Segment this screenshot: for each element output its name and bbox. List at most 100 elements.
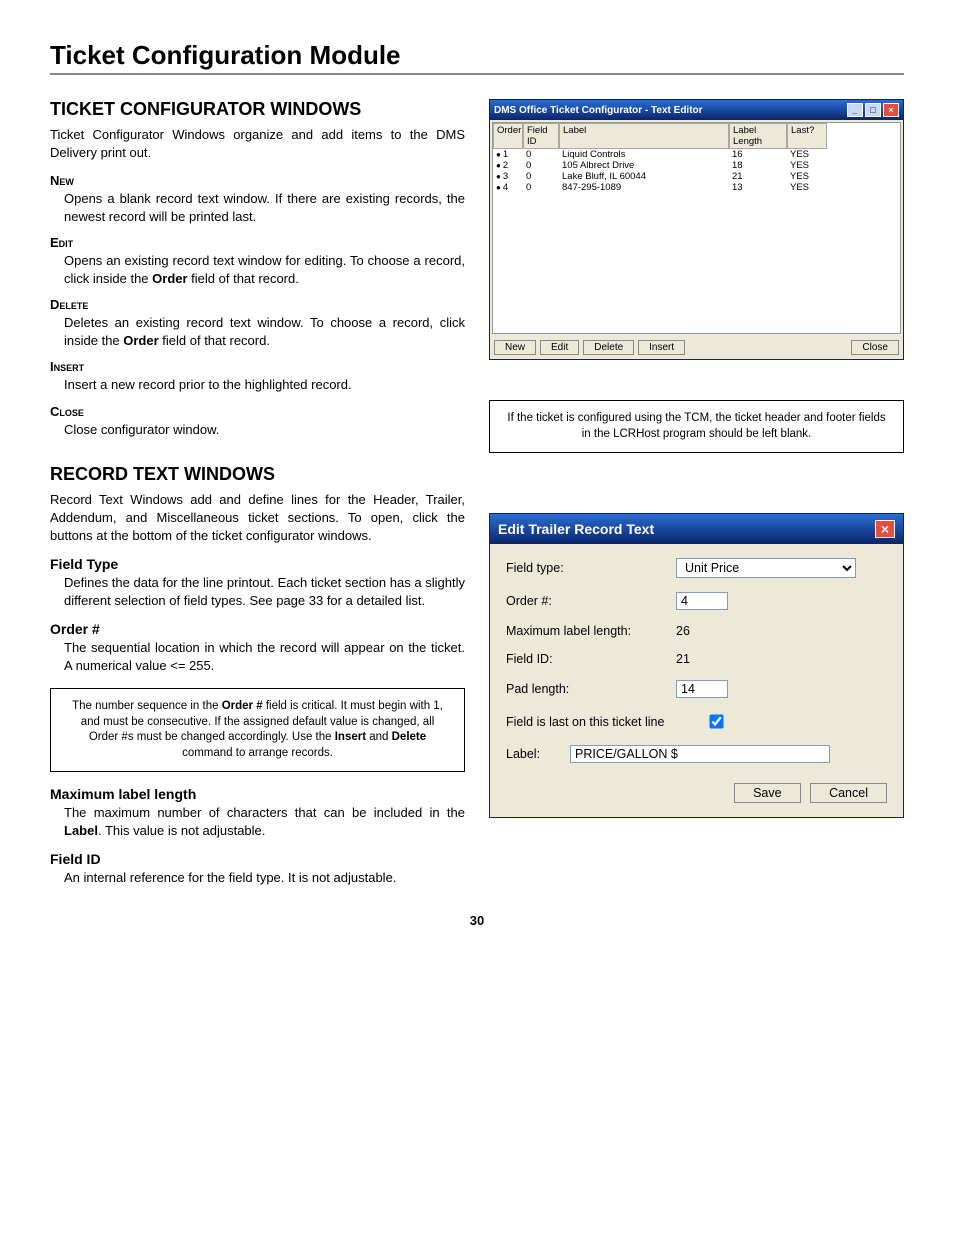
term-delete-bold: Order bbox=[123, 333, 158, 348]
left-column: TICKET CONFIGURATOR WINDOWS Ticket Confi… bbox=[50, 99, 465, 895]
term-close-body: Close configurator window. bbox=[64, 421, 465, 439]
configurator-titlebar: DMS Office Ticket Configurator - Text Ed… bbox=[490, 100, 903, 120]
table-row[interactable]: 4 0 847-295-1089 13 YES bbox=[493, 182, 900, 193]
cell-fid: 0 bbox=[523, 171, 559, 182]
term-insert-body: Insert a new record prior to the highlig… bbox=[64, 376, 465, 394]
cell-fid: 0 bbox=[523, 160, 559, 171]
term-insert-label: Insert bbox=[50, 359, 465, 374]
padlen-input[interactable] bbox=[676, 680, 728, 698]
term-delete-body: Deletes an existing record text window. … bbox=[64, 314, 465, 349]
cell-fid: 0 bbox=[523, 182, 559, 193]
order-label: Order # bbox=[50, 621, 465, 637]
term-edit-post: field of that record. bbox=[188, 271, 299, 286]
col-fieldid[interactable]: Field ID bbox=[523, 123, 559, 149]
col-length[interactable]: Label Length bbox=[729, 123, 787, 149]
label-label: Label: bbox=[506, 747, 570, 761]
delete-button[interactable]: Delete bbox=[583, 340, 634, 355]
maxlabel-bold: Label bbox=[64, 823, 98, 838]
cell-last: YES bbox=[787, 160, 827, 171]
cell-len: 21 bbox=[729, 171, 787, 182]
new-button[interactable]: New bbox=[494, 340, 536, 355]
close-button[interactable]: Close bbox=[851, 340, 899, 355]
cell-order: 2 bbox=[493, 160, 523, 171]
cell-last: YES bbox=[787, 171, 827, 182]
term-edit-label: Edit bbox=[50, 235, 465, 250]
lastline-checkbox[interactable] bbox=[709, 714, 723, 728]
label-input[interactable] bbox=[570, 745, 830, 763]
cell-len: 16 bbox=[729, 149, 787, 160]
cell-len: 13 bbox=[729, 182, 787, 193]
close-icon[interactable]: × bbox=[875, 520, 895, 538]
cell-last: YES bbox=[787, 149, 827, 160]
cell-order: 1 bbox=[493, 149, 523, 160]
insert-button[interactable]: Insert bbox=[638, 340, 685, 355]
fid-value: 21 bbox=[676, 652, 887, 666]
ordernum-input[interactable] bbox=[676, 592, 728, 610]
fieldtype-select[interactable]: Unit Price bbox=[676, 558, 856, 578]
maxlabel-pre: The maximum number of characters that ca… bbox=[64, 805, 465, 820]
field-type-body: Defines the data for the line printout. … bbox=[64, 574, 465, 609]
table-row[interactable]: 1 0 Liquid Controls 16 YES bbox=[493, 149, 900, 160]
order-note-post: command to arrange records. bbox=[182, 747, 333, 759]
maxlabel-label: Maximum label length bbox=[50, 786, 465, 802]
cancel-button[interactable]: Cancel bbox=[810, 783, 887, 803]
page-title: Ticket Configuration Module bbox=[50, 40, 904, 75]
term-delete-post: field of that record. bbox=[159, 333, 270, 348]
padlen-label: Pad length: bbox=[506, 682, 676, 696]
cell-order: 4 bbox=[493, 182, 523, 193]
maximize-icon[interactable]: □ bbox=[865, 103, 881, 117]
section-record-intro: Record Text Windows add and define lines… bbox=[50, 491, 465, 544]
order-note-b3: Delete bbox=[392, 731, 427, 743]
fid-label: Field ID: bbox=[506, 652, 676, 666]
maxlen-label: Maximum label length: bbox=[506, 624, 676, 638]
right-column: DMS Office Ticket Configurator - Text Ed… bbox=[489, 99, 904, 895]
cell-len: 18 bbox=[729, 160, 787, 171]
minimize-icon[interactable]: _ bbox=[847, 103, 863, 117]
cell-fid: 0 bbox=[523, 149, 559, 160]
order-body: The sequential location in which the rec… bbox=[64, 639, 465, 674]
term-new-label: New bbox=[50, 173, 465, 188]
fieldid-body: An internal reference for the field type… bbox=[64, 869, 465, 887]
order-note: The number sequence in the Order # field… bbox=[50, 688, 465, 772]
order-note-mid2: and bbox=[366, 731, 392, 743]
cell-label: 847-295-1089 bbox=[559, 182, 729, 193]
cell-label: Liquid Controls bbox=[559, 149, 729, 160]
cell-order: 3 bbox=[493, 171, 523, 182]
cell-label: Lake Bluff, IL 60044 bbox=[559, 171, 729, 182]
order-note-pre: The number sequence in the bbox=[72, 700, 222, 712]
table-row[interactable]: 3 0 Lake Bluff, IL 60044 21 YES bbox=[493, 171, 900, 182]
table-row[interactable]: 2 0 105 Albrect Drive 18 YES bbox=[493, 160, 900, 171]
term-edit-bold: Order bbox=[152, 271, 187, 286]
field-type-label: Field Type bbox=[50, 556, 465, 572]
save-button[interactable]: Save bbox=[734, 783, 801, 803]
col-label[interactable]: Label bbox=[559, 123, 729, 149]
section-record-heading: RECORD TEXT WINDOWS bbox=[50, 464, 465, 485]
section-configurator-intro: Ticket Configurator Windows organize and… bbox=[50, 126, 465, 161]
order-note-b1: Order # bbox=[222, 700, 263, 712]
close-icon[interactable]: × bbox=[883, 103, 899, 117]
col-order[interactable]: Order bbox=[493, 123, 523, 149]
page-number: 30 bbox=[50, 913, 904, 928]
edit-dialog-titlebar: Edit Trailer Record Text × bbox=[490, 514, 903, 544]
order-note-b2: Insert bbox=[335, 731, 366, 743]
maxlabel-post: . This value is not adjustable. bbox=[98, 823, 265, 838]
term-edit-body: Opens an existing record text window for… bbox=[64, 252, 465, 287]
fieldid-label: Field ID bbox=[50, 851, 465, 867]
section-configurator-heading: TICKET CONFIGURATOR WINDOWS bbox=[50, 99, 465, 120]
lastline-label: Field is last on this ticket line bbox=[506, 715, 706, 729]
edit-record-dialog: Edit Trailer Record Text × Field type: U… bbox=[489, 513, 904, 818]
col-last[interactable]: Last? bbox=[787, 123, 827, 149]
maxlen-value: 26 bbox=[676, 624, 887, 638]
configurator-window: DMS Office Ticket Configurator - Text Ed… bbox=[489, 99, 904, 360]
grid-header: Order Field ID Label Label Length Last? bbox=[493, 123, 900, 149]
fieldtype-label: Field type: bbox=[506, 561, 676, 575]
term-close-label: Close bbox=[50, 404, 465, 419]
tcm-note: If the ticket is configured using the TC… bbox=[489, 400, 904, 453]
edit-dialog-title: Edit Trailer Record Text bbox=[498, 521, 654, 537]
configurator-title: DMS Office Ticket Configurator - Text Ed… bbox=[494, 105, 703, 116]
maxlabel-body: The maximum number of characters that ca… bbox=[64, 804, 465, 839]
ordernum-label: Order #: bbox=[506, 594, 676, 608]
term-delete-label: Delete bbox=[50, 297, 465, 312]
edit-button[interactable]: Edit bbox=[540, 340, 579, 355]
cell-last: YES bbox=[787, 182, 827, 193]
